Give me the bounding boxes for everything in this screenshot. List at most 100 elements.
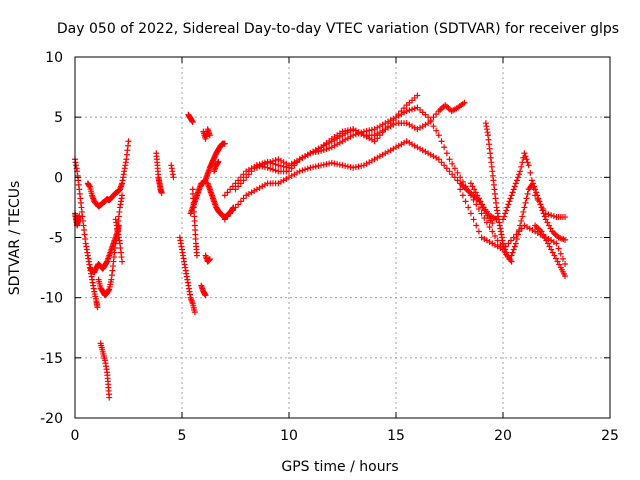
data-point: [486, 223, 493, 230]
data-point: [251, 165, 258, 172]
data-point: [206, 256, 213, 263]
data-point: [411, 105, 418, 112]
data-point: [519, 213, 526, 220]
x-tick-label: 0: [71, 428, 80, 444]
data-point: [256, 163, 263, 170]
data-point: [427, 117, 434, 124]
series-arc-16: [202, 252, 213, 265]
data-point: [507, 195, 514, 202]
data-point: [227, 186, 234, 193]
data-point: [552, 255, 559, 262]
data-point: [544, 240, 551, 247]
data-point: [344, 127, 351, 134]
data-point: [347, 126, 354, 133]
data-point: [446, 168, 453, 175]
data-point: [523, 195, 530, 202]
data-point: [516, 171, 523, 178]
data-point: [259, 162, 266, 169]
data-point: [508, 258, 515, 265]
data-point: [542, 216, 549, 223]
data-point: [326, 160, 333, 167]
data-point: [470, 216, 477, 223]
data-point: [221, 192, 228, 199]
data-point: [267, 158, 274, 165]
data-point: [229, 207, 236, 214]
data-point: [441, 144, 448, 151]
data-point: [224, 213, 231, 220]
data-point: [508, 252, 515, 259]
data-point: [449, 160, 456, 167]
data-point: [545, 211, 552, 218]
series-arc-10: [176, 234, 198, 316]
data-point: [502, 246, 509, 253]
data-point: [557, 250, 564, 257]
data-point: [435, 132, 442, 139]
data-point: [457, 186, 464, 193]
data-point: [503, 207, 510, 214]
data-point: [524, 159, 531, 166]
data-point: [489, 220, 496, 227]
data-point: [323, 161, 330, 168]
data-point: [512, 180, 519, 187]
data-point: [368, 126, 375, 133]
data-point: [336, 161, 343, 168]
data-point: [232, 204, 239, 211]
data-point: [119, 192, 126, 199]
data-point: [469, 183, 476, 190]
data-point: [331, 160, 338, 167]
data-point: [550, 213, 557, 220]
data-point: [474, 192, 481, 199]
x-tick-label: 15: [387, 428, 405, 444]
data-point: [433, 127, 440, 134]
data-point: [342, 128, 349, 135]
data-point: [158, 189, 165, 196]
data-point: [523, 156, 530, 163]
x-tick-label: 25: [601, 428, 619, 444]
series-arc-18: [211, 158, 222, 175]
data-point: [374, 135, 381, 142]
series-arc-19: [221, 138, 496, 227]
data-point: [235, 183, 242, 190]
data-point: [191, 309, 198, 316]
data-point: [521, 150, 528, 157]
data-point: [206, 132, 213, 139]
data-point: [548, 212, 555, 219]
data-point: [430, 123, 437, 130]
data-point: [240, 177, 247, 184]
data-point: [170, 174, 177, 181]
data-point: [513, 177, 520, 184]
data-point: [502, 210, 509, 217]
data-point: [459, 178, 466, 185]
data-point: [516, 226, 523, 233]
data-point: [477, 198, 484, 205]
data-point: [501, 213, 508, 220]
data-point: [472, 189, 479, 196]
data-point: [272, 167, 279, 174]
data-point: [471, 186, 478, 193]
data-point: [237, 198, 244, 205]
data-point: [253, 164, 260, 171]
data-point: [465, 204, 472, 211]
data-point: [539, 207, 546, 214]
data-point: [519, 159, 526, 166]
data-point: [467, 210, 474, 217]
data-point: [435, 156, 442, 163]
data-point: [457, 174, 464, 181]
data-point: [299, 167, 306, 174]
data-point: [529, 180, 536, 187]
data-point: [451, 165, 458, 172]
data-point: [531, 183, 538, 190]
series-arc-7: [112, 216, 126, 265]
data-point: [500, 216, 506, 223]
series-arc-28: [532, 222, 569, 280]
data-point: [547, 225, 554, 232]
data-point: [438, 138, 445, 145]
data-point: [232, 186, 239, 193]
data-point: [269, 158, 276, 165]
data-point: [541, 213, 548, 220]
data-point: [193, 252, 200, 259]
data-points: [72, 92, 569, 401]
data-point: [509, 249, 516, 256]
data-point: [467, 180, 474, 187]
